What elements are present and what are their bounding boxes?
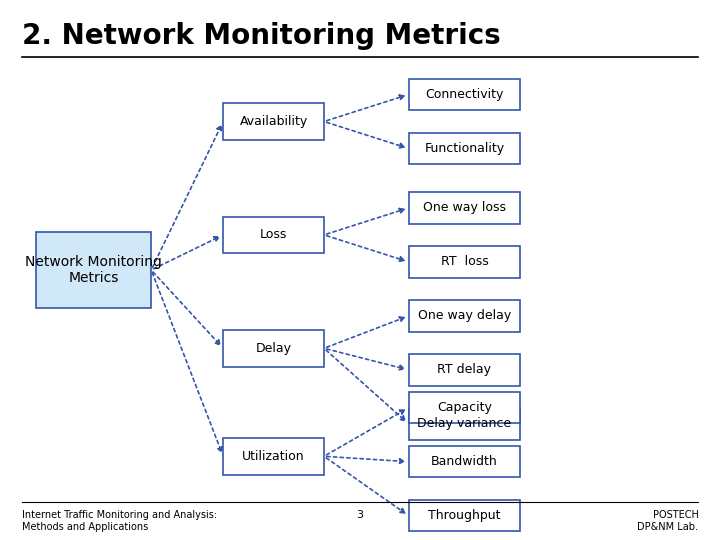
Text: 2. Network Monitoring Metrics: 2. Network Monitoring Metrics <box>22 22 500 50</box>
FancyBboxPatch shape <box>409 246 521 278</box>
Text: One way loss: One way loss <box>423 201 506 214</box>
FancyBboxPatch shape <box>409 300 521 332</box>
Text: Capacity: Capacity <box>437 401 492 414</box>
FancyBboxPatch shape <box>223 217 324 253</box>
Text: Connectivity: Connectivity <box>426 88 503 101</box>
FancyBboxPatch shape <box>409 133 521 164</box>
Text: RT  loss: RT loss <box>441 255 488 268</box>
FancyBboxPatch shape <box>409 500 521 531</box>
FancyBboxPatch shape <box>223 103 324 140</box>
FancyBboxPatch shape <box>36 232 151 308</box>
Text: Functionality: Functionality <box>424 142 505 155</box>
FancyBboxPatch shape <box>409 408 521 440</box>
Text: Bandwidth: Bandwidth <box>431 455 498 468</box>
Text: RT delay: RT delay <box>438 363 492 376</box>
Text: Utilization: Utilization <box>243 450 305 463</box>
FancyBboxPatch shape <box>223 438 324 475</box>
Text: Throughput: Throughput <box>428 509 500 522</box>
Text: Delay: Delay <box>256 342 292 355</box>
Text: Availability: Availability <box>240 115 307 128</box>
FancyBboxPatch shape <box>409 354 521 386</box>
FancyBboxPatch shape <box>409 392 521 423</box>
Text: 3: 3 <box>356 510 364 521</box>
Text: Loss: Loss <box>260 228 287 241</box>
FancyBboxPatch shape <box>223 330 324 367</box>
FancyBboxPatch shape <box>409 446 521 477</box>
Text: Network Monitoring
Metrics: Network Monitoring Metrics <box>25 255 162 285</box>
Text: One way delay: One way delay <box>418 309 511 322</box>
Text: POSTECH
DP&NM Lab.: POSTECH DP&NM Lab. <box>637 510 698 532</box>
FancyBboxPatch shape <box>409 79 521 110</box>
Text: Delay variance: Delay variance <box>418 417 511 430</box>
Text: Internet Traffic Monitoring and Analysis:
Methods and Applications: Internet Traffic Monitoring and Analysis… <box>22 510 217 532</box>
FancyBboxPatch shape <box>409 192 521 224</box>
